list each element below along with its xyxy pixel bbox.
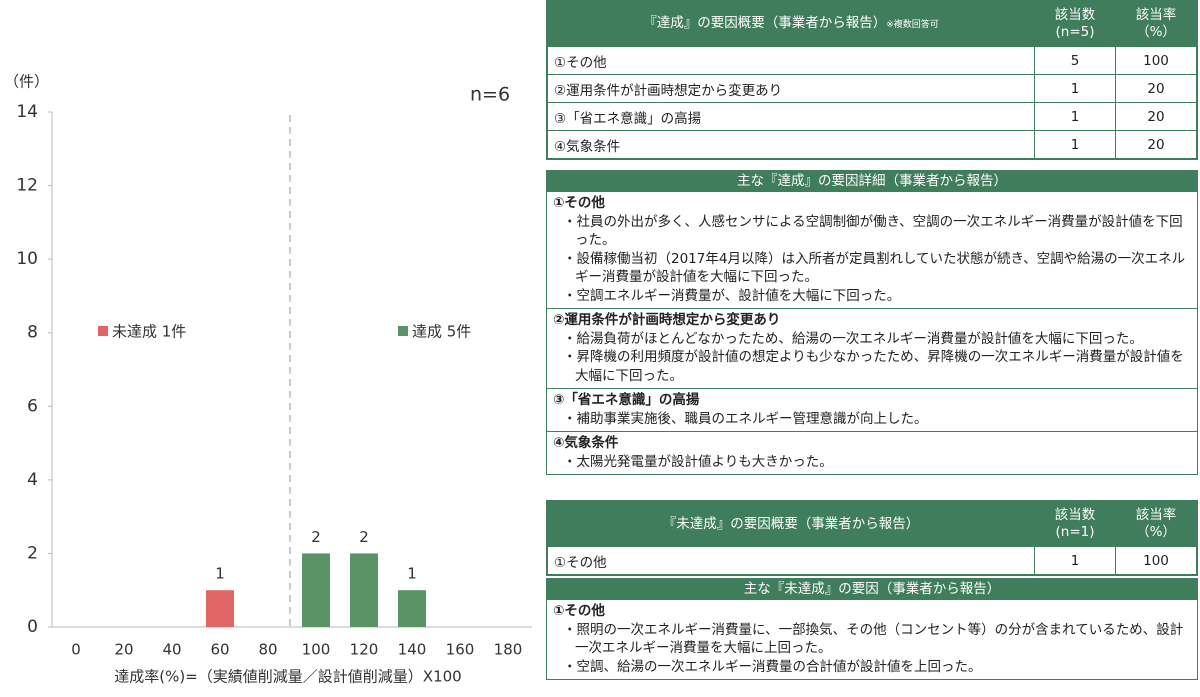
x-tick-label: 80 [258,641,277,659]
unachieved-summary: 『未達成』の要因概要（事業者から報告） 該当数 (n=1) 該当率 （%） ①その他 1… [546,500,1198,576]
header-row: 『未達成』の要因概要（事業者から報告） 該当数 (n=1) 該当率 （%） [547,501,1197,547]
header-cell: 『未達成』の要因概要（事業者から報告） [547,501,1035,547]
header-title: 『達成』の要因概要（事業者から報告） [643,14,887,31]
row: ①その他 5 100 [547,46,1197,75]
y-tick-label: 4 [27,470,38,490]
cell: ②運用条件が計画時想定から変更あり [547,74,1035,103]
cell: 1 [1034,74,1116,103]
cell: 1 [1034,130,1116,159]
item: ・照明の一次エネルギー消費量に、一部換気、その他（コンセント等）の分が含まれてい… [563,621,1184,657]
item: ・空調、給湯の一次エネルギー消費量の合計値が設計値を上回った。 [563,658,982,675]
x-tick-label: 140 [398,641,427,659]
x-tick-label: 60 [210,641,229,659]
chart: （件） n=6 達成率(%)=（実績値削減量／設計値削減量）X100 0 2 4 6 8… [4,73,532,686]
section: ③「省エネ意識」の高揚・補助事業実施後、職員のエネルギー管理意識が向上した。 [547,388,1197,431]
item: ・設備稼働当初（2017年4月以降）は入所者が定員割れしていた状態が続き、空調や… [563,250,1186,286]
header-cell: 該当数 (n=5) [1034,1,1116,47]
cell: 100 [1115,46,1197,75]
x-tick-label: 20 [114,641,133,659]
x-tick-label: 40 [162,641,181,659]
item: ・補助事業実施後、職員のエネルギー管理意識が向上した。 [563,410,928,427]
section-heading: ①その他 [553,195,605,211]
header-cell: 該当率 （%） [1115,501,1197,547]
item: ・社員の外出が多く、人感センサによる空調制御が働き、空調の一次エネルギー消費量が… [563,213,1183,249]
section: ④気象条件・太陽光発電量が設計値よりも大きかった。 [547,431,1197,474]
cell: 1 [1034,102,1116,131]
table: 『達成』の要因概要（事業者から報告）※複数回答可 該当数 (n=5) 該当率 （%）… [547,1,1197,159]
item: ・昇降機の利用頻度が設計値の想定よりも少なかったため、昇降機の一次エネルギー消費… [563,349,1184,384]
cell: 5 [1034,46,1116,75]
data-label: 1 [407,565,417,583]
header: 主な『未達成』の要因（事業者から報告） [547,579,1197,599]
y-tick-label: 2 [27,543,38,563]
cell: 20 [1115,130,1197,159]
item: ・空調エネルギー消費量が、設計値を大幅に下回った。 [563,287,901,304]
bar [350,553,378,627]
header-cell: 『達成』の要因概要（事業者から報告）※複数回答可 [547,1,1035,47]
x-axis-label: 達成率(%)=（実績値削減量／設計値削減量）X100 [114,668,461,686]
x-tick-label: 160 [446,641,475,659]
cell: ①その他 [547,546,1035,575]
item: ・給湯負荷がほとんどなかったため、給湯の一次エネルギー消費量が設計値を大幅に下回… [563,330,1143,347]
section: ①その他・社員の外出が多く、人感センサによる空調制御が働き、空調の一次エネルギー… [547,191,1197,308]
x-tick-label: 100 [302,641,331,659]
section-heading: ④気象条件 [553,435,619,451]
row: ②運用条件が計画時想定から変更あり 1 20 [547,74,1197,103]
x-tick-label: 0 [71,641,81,659]
data-label: 1 [215,565,225,583]
section: ②運用条件が計画時想定から変更あり・給湯負荷がほとんどなかったため、給湯の一次エ… [547,308,1197,388]
y-tick-label: 14 [16,102,38,122]
y-tick-label: 6 [27,396,38,416]
header-row: 『達成』の要因概要（事業者から報告）※複数回答可 該当数 (n=5) 該当率 （%） [547,1,1197,47]
y-tick-label: 8 [27,323,38,343]
legend-label: 達成 5件 [412,323,471,341]
annotation: n=6 [470,84,510,106]
cell: ③「省エネ意識」の高揚 [547,102,1035,131]
legend-label: 未達成 1件 [112,323,186,341]
section: ①その他・照明の一次エネルギー消費量に、一部換気、その他（コンセント等）の分が含… [547,599,1197,679]
bar [398,590,426,627]
y-unit-label: （件） [4,73,49,91]
legend-swatch [98,326,108,336]
header-title: 『未達成』の要因概要（事業者から報告） [662,515,920,532]
x-tick-label: 180 [494,641,523,659]
y-tick-label: 0 [27,617,38,637]
cell: 20 [1115,102,1197,131]
achieved-details: 主な『達成』の要因詳細（事業者から報告） ①その他 ・社員の外出が多く、人感センサに… [546,170,1198,475]
row: ③「省エネ意識」の高揚 1 20 [547,102,1197,131]
y-tick-label: 10 [16,249,38,269]
row: ④気象条件 1 20 [547,130,1197,159]
bar [206,590,234,627]
data-label: 2 [359,528,369,546]
header-note: ※複数回答可 [886,19,939,30]
header: 主な『達成』の要因詳細（事業者から報告） [547,171,1197,191]
row: ①その他 1 100 [547,546,1197,575]
cell: 1 [1034,546,1116,575]
cell: ①その他 [547,46,1035,75]
table: 『未達成』の要因概要（事業者から報告） 該当数 (n=1) 該当率 （%） ①その他 1… [547,501,1197,575]
unachieved-details: 主な『未達成』の要因（事業者から報告） ①その他 ・照明の一次エネルギー消費量に、一… [546,578,1198,680]
header-cell: 該当率 （%） [1115,1,1197,47]
achieved-summary: 『達成』の要因概要（事業者から報告）※複数回答可 該当数 (n=5) 該当率 （%）… [546,0,1198,160]
header-cell: 該当数 (n=1) [1034,501,1116,547]
item: ・太陽光発電量が設計値よりも大きかった。 [563,453,833,470]
cell: 100 [1115,546,1197,575]
cell: ④気象条件 [547,130,1035,159]
section-heading: ②運用条件が計画時想定から変更あり [553,312,781,328]
cell: 20 [1115,74,1197,103]
bar [302,553,330,627]
legend-swatch [398,326,408,336]
y-tick-label: 12 [16,176,38,196]
x-tick-label: 120 [350,641,379,659]
data-label: 2 [311,528,321,546]
section-heading: ①その他 [553,603,605,619]
section-heading: ③「省エネ意識」の高揚 [553,392,700,408]
